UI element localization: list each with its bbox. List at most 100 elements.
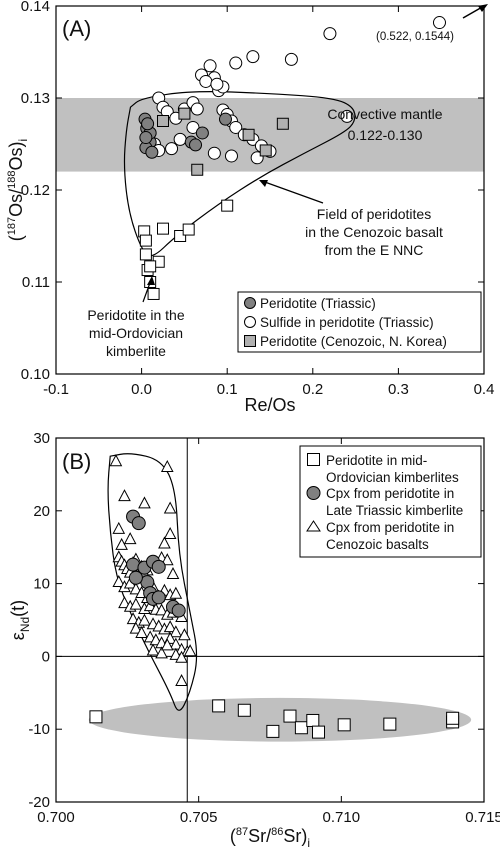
point-sulfide-in-peridotite-triassic [246, 50, 260, 64]
y-tick-label-20: -20 [28, 794, 50, 811]
panel-a: -0.1 0.0 0.1 0.2 0.3 0.40.100.110.120.130.14 … [6, 0, 494, 415]
point-peridotite-in-mid-ordovician-kimberlites [283, 709, 297, 723]
y-tick-label-0-14: 0.14 [21, 0, 50, 15]
point-peridotite-in-the-mid-ordovician-kimberlite [147, 287, 160, 300]
point-cpx-from-peridotite-in-cenozoic-basalts [160, 553, 174, 566]
point-peridotite-in-mid-ordovician-kimberlites [266, 724, 280, 738]
legend-entry-cenozoic-basalts-line-2: Cenozoic basalts [326, 537, 429, 552]
y-axis-label-b: εNd(t) [8, 600, 32, 640]
point-sulfide-in-peridotite-triassic [165, 142, 179, 156]
x-tick-label-0-0: 0.0 [131, 381, 152, 398]
point-cpx-from-peridotite-in-cenozoic-basalts [160, 638, 174, 651]
legend-marker-sulfide [244, 316, 256, 328]
point-peridotite-triassic [218, 112, 232, 126]
point-cpx-from-peridotite-in-cenozoic-basalts [178, 628, 191, 641]
field-arrow [261, 180, 324, 204]
convective-mantle-band [56, 98, 484, 172]
kimberlite-label-line-2: mid-Ordovician [89, 325, 183, 341]
point-peridotite-cenozoic-n-korea [242, 128, 255, 141]
legend-entry-peridotite-triassic: Peridotite (Triassic) [260, 296, 376, 311]
point-sulfide-in-peridotite-triassic [229, 56, 243, 70]
x-tick-label-0-4: 0.4 [474, 381, 495, 398]
field-label-line-3: from the E NNC [325, 242, 424, 258]
legend-entry-cenozoic-korea: Peridotite (Cenozoic, N. Korea) [260, 334, 447, 349]
point-peridotite-triassic [195, 126, 209, 140]
x-axis-label-a: Re/Os [244, 395, 295, 415]
point-peridotite-cenozoic-n-korea [191, 163, 204, 176]
point-cpx-from-peridotite-in-cenozoic-basalts [175, 650, 188, 663]
point-peridotite-in-mid-ordovician-kimberlites [312, 725, 326, 739]
point-cpx-from-peridotite-in-cenozoic-basalts [163, 501, 177, 514]
panel-b-label: (B) [62, 449, 91, 474]
point-cpx-from-peridotite-in-cenozoic-basalts [163, 526, 177, 539]
point-cpx-from-peridotite-in-cenozoic-basalts [112, 521, 126, 534]
point-cpx-from-peridotite-in-cenozoic-basalts [129, 597, 143, 610]
point-peridotite-in-mid-ordovician-kimberlites [306, 713, 320, 727]
point-peridotite-in-the-mid-ordovician-kimberlite [139, 248, 152, 261]
point-cpx-from-peridotite-in-cenozoic-basalts [123, 532, 137, 545]
legend-entry-mid-ordovician-line-2: Ordovician kimberlites [326, 470, 459, 485]
point-peridotite-triassic [139, 131, 153, 145]
panel-b: 0.700 0.705 0.710 0.715 -20 -10 0 10 20 30 (B) Pe… [8, 430, 500, 850]
field-label-line-1: Field of peridotites [317, 206, 431, 222]
legend-marker-mid-ordovician [307, 453, 320, 466]
kimberlite-field-ellipse [88, 697, 472, 742]
point-peridotite-cenozoic-n-korea [276, 117, 289, 130]
point-cpx-from-peridotite-in-cenozoic-basalts [112, 575, 126, 588]
outlier-arrowhead [478, 4, 488, 12]
y-tick-label-0-11: 0.11 [22, 274, 50, 291]
point-sulfide-in-peridotite-triassic [323, 27, 337, 41]
point-cpx-from-peridotite-in-cenozoic-basalts [155, 646, 168, 659]
point-cpx-from-peridotite-in-late-triassic-kimberlite [171, 603, 186, 618]
panel-a-label: (A) [62, 16, 91, 41]
point-cpx-from-peridotite-in-cenozoic-basalts [118, 596, 131, 609]
point-cpx-from-peridotite-in-cenozoic-basalts [163, 620, 177, 633]
band-range-label: 0.122-0.130 [348, 127, 423, 143]
y-tick-label-10: -10 [28, 721, 50, 738]
point-peridotite-in-the-mid-ordovician-kimberlite [157, 222, 169, 235]
point-cpx-from-peridotite-in-cenozoic-basalts [129, 621, 143, 634]
legend-entry-late-triassic-line-2: Late Triassic kimberlite [326, 503, 463, 518]
point-peridotite-in-the-mid-ordovician-kimberlite [144, 260, 157, 273]
kimberlite-arrowhead [147, 276, 155, 285]
legend-marker-peridotite-triassic [244, 297, 256, 309]
point-cpx-from-peridotite-in-cenozoic-basalts [138, 496, 151, 509]
point-sulfide-in-peridotite-triassic [199, 74, 213, 88]
y-tick-label-0: 0 [42, 648, 50, 665]
legend-marker-cenozoic-korea [244, 335, 256, 347]
cenozoic-field-outline [107, 453, 198, 711]
point-cpx-from-peridotite-in-cenozoic-basalts [160, 459, 174, 473]
point-cpx-from-peridotite-in-cenozoic-basalts [146, 643, 160, 656]
y-tick-label-20: 20 [33, 503, 50, 520]
point-sulfide-in-peridotite-triassic [229, 120, 243, 134]
outlier-label: (0.522, 0.1544) [376, 31, 454, 43]
kimberlite-label-line-1: Peridotite in the [87, 307, 184, 323]
point-peridotite-cenozoic-n-korea [178, 107, 191, 120]
point-cpx-from-peridotite-in-cenozoic-basalts [115, 537, 128, 550]
field-label-line-2: in the Cenozoic basalt [305, 224, 443, 240]
point-peridotite-in-mid-ordovician-kimberlites [383, 717, 397, 731]
point-sulfide-in-peridotite-triassic [207, 146, 221, 160]
point-sulfide-in-peridotite-triassic [210, 77, 224, 91]
point-cpx-from-peridotite-in-late-triassic-kimberlite [131, 516, 146, 531]
x-axis-label-b: (87Sr/86Sr)i [230, 826, 310, 850]
point-peridotite-in-mid-ordovician-kimberlites [89, 710, 103, 724]
point-cpx-from-peridotite-in-cenozoic-basalts [155, 603, 168, 616]
x-tick-label-0-700: 0.700 [37, 809, 75, 826]
x-tick-label-0-3: 0.3 [388, 381, 409, 398]
x-tick-label-0-2: 0.2 [302, 381, 323, 398]
plot-b-frame [55, 437, 485, 803]
x-tick-label-0-1: -0.1 [43, 381, 69, 398]
point-cpx-from-peridotite-in-cenozoic-basalts [135, 625, 148, 639]
point-peridotite-triassic [189, 138, 203, 152]
y-tick-label-0-13: 0.13 [21, 90, 50, 107]
point-peridotite-in-mid-ordovician-kimberlites [237, 703, 251, 717]
y-tick-label-0-10: 0.10 [21, 366, 50, 383]
y-tick-label-10: 10 [33, 576, 50, 593]
point-cpx-from-peridotite-in-cenozoic-basalts [175, 674, 188, 687]
legend-entry-mid-ordovician-line-1: Peridotite in mid- [326, 453, 427, 468]
point-cpx-from-peridotite-in-cenozoic-basalts [166, 567, 180, 580]
point-peridotite-cenozoic-n-korea [157, 115, 169, 127]
point-cpx-from-peridotite-in-cenozoic-basalts [183, 644, 197, 657]
